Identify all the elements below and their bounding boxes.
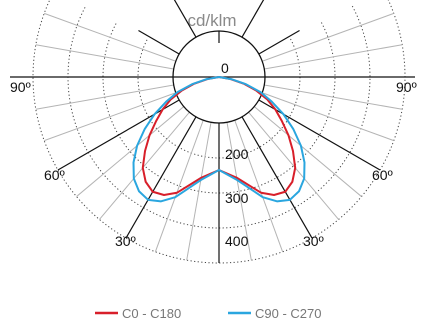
angle-label: 30º <box>115 233 136 249</box>
angle-label: 60º <box>44 167 65 183</box>
grid-spoke-minor <box>186 122 212 261</box>
angle-label: 60º <box>372 167 393 183</box>
grid-spoke-minor <box>264 44 403 70</box>
grid-spoke-minor <box>44 12 176 62</box>
legend: C0 - C180 C90 - C270 <box>95 306 321 321</box>
radial-label: 200 <box>225 146 249 162</box>
grid-spoke-minor <box>248 111 339 220</box>
angle-label: 30º <box>303 233 324 249</box>
angle-label: 0 <box>221 60 229 76</box>
grid-spoke-minor <box>264 84 403 110</box>
series-layer <box>132 76 306 203</box>
grid-spoke-upper <box>173 0 197 38</box>
grid-spoke-upper <box>241 0 265 38</box>
chart-title: cd/klm <box>187 11 236 30</box>
grid-spoke-major <box>125 116 197 239</box>
angle-label: 90º <box>10 79 31 95</box>
angle-label: 90º <box>396 79 417 95</box>
grid-spoke-upper <box>258 29 300 55</box>
legend-label-c90: C90 - C270 <box>255 306 321 321</box>
legend-label-c0: C0 - C180 <box>122 306 181 321</box>
grid-spoke-minor <box>35 84 174 110</box>
grid-spoke-minor <box>35 44 174 70</box>
grid-spoke-minor <box>99 111 190 220</box>
grid-spoke-minor <box>76 106 185 197</box>
grid-spoke-minor <box>253 106 362 197</box>
radial-label: 300 <box>225 190 249 206</box>
labels-layer: 90º 60º 30º 0 30º 60º 90º 200 300 400 <box>10 60 417 249</box>
grid-spoke-minor <box>234 120 284 252</box>
polar-grid <box>10 0 415 264</box>
radial-label: 400 <box>225 233 249 249</box>
grid-spoke-major <box>258 99 381 171</box>
grid-spoke-major <box>241 116 313 239</box>
grid-spoke-major <box>57 99 180 171</box>
grid-spoke-minor <box>226 122 252 261</box>
grid-spoke-minor <box>154 120 204 252</box>
grid-spoke-minor <box>262 12 394 62</box>
grid-spoke-upper <box>138 29 180 55</box>
grid-spoke-minor <box>262 92 394 142</box>
grid-spoke-minor <box>44 92 176 142</box>
series-line-1 <box>132 76 306 203</box>
